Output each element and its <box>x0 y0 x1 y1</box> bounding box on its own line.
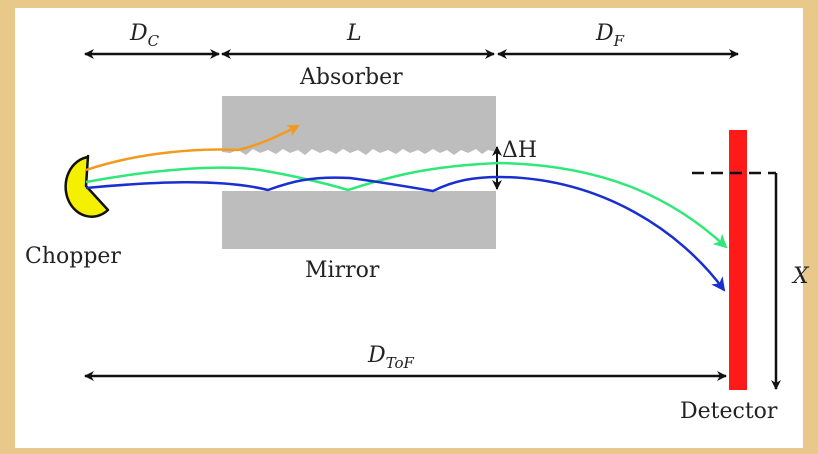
trajectory-green <box>85 161 728 249</box>
d-c-label: DC <box>129 21 160 50</box>
detector-bar <box>729 130 747 390</box>
d-f-label: DF <box>595 21 625 50</box>
detector-label: Detector <box>680 399 778 424</box>
delta-h-label: ΔH <box>502 138 537 163</box>
chopper-label: Chopper <box>25 244 121 269</box>
chopper-icon <box>64 154 110 218</box>
trajectory-orange <box>85 124 300 172</box>
mirror-label: Mirror <box>305 258 380 283</box>
l-label: L <box>346 21 362 46</box>
trajectory-blue <box>85 175 726 292</box>
mirror-block <box>222 191 496 249</box>
x-label: X <box>791 264 810 289</box>
absorber-label: Absorber <box>299 65 403 90</box>
absorber-block <box>222 96 496 155</box>
d-tof-label: DToF <box>367 343 415 372</box>
